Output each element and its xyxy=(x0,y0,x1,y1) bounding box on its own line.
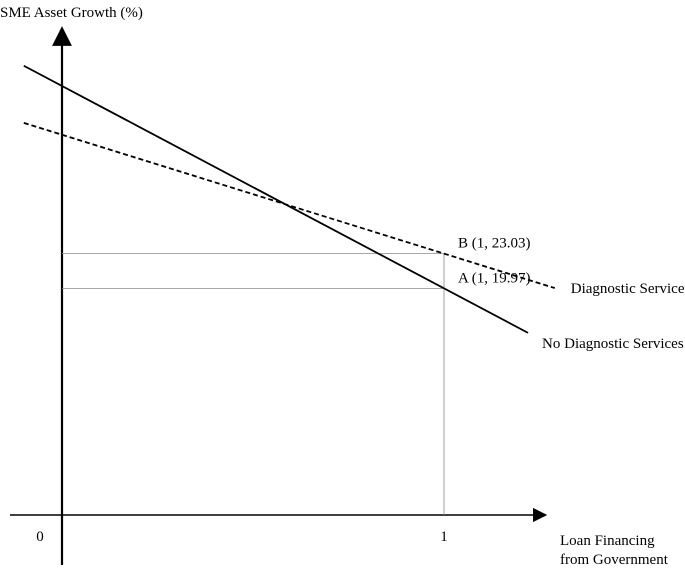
point-label-0: B (1, 23.03) xyxy=(458,236,531,252)
series-line-0 xyxy=(23,64,529,334)
point-labels: B (1, 23.03) A (1, 19.97) xyxy=(458,236,531,287)
x-tick-label-0: 0 xyxy=(36,529,44,545)
x-axis-label-line-1: Loan Financing xyxy=(560,533,655,549)
x-tick-label-1: 1 xyxy=(440,529,448,545)
point-label-1: A (1, 19.97) xyxy=(458,270,531,286)
series-lines xyxy=(23,64,556,334)
series-label-0: No Diagnostic Services xyxy=(542,336,684,352)
series-label-1: Diagnostic Services xyxy=(571,281,685,297)
axes xyxy=(10,26,548,565)
guide-lines xyxy=(62,253,445,515)
series-labels: No Diagnostic Services Diagnostic Service… xyxy=(542,281,685,352)
series-line-1 xyxy=(23,122,556,289)
y-axis-label: SME Asset Growth (%) xyxy=(0,5,143,21)
x-axis-label-line-2: from Government xyxy=(560,552,669,568)
